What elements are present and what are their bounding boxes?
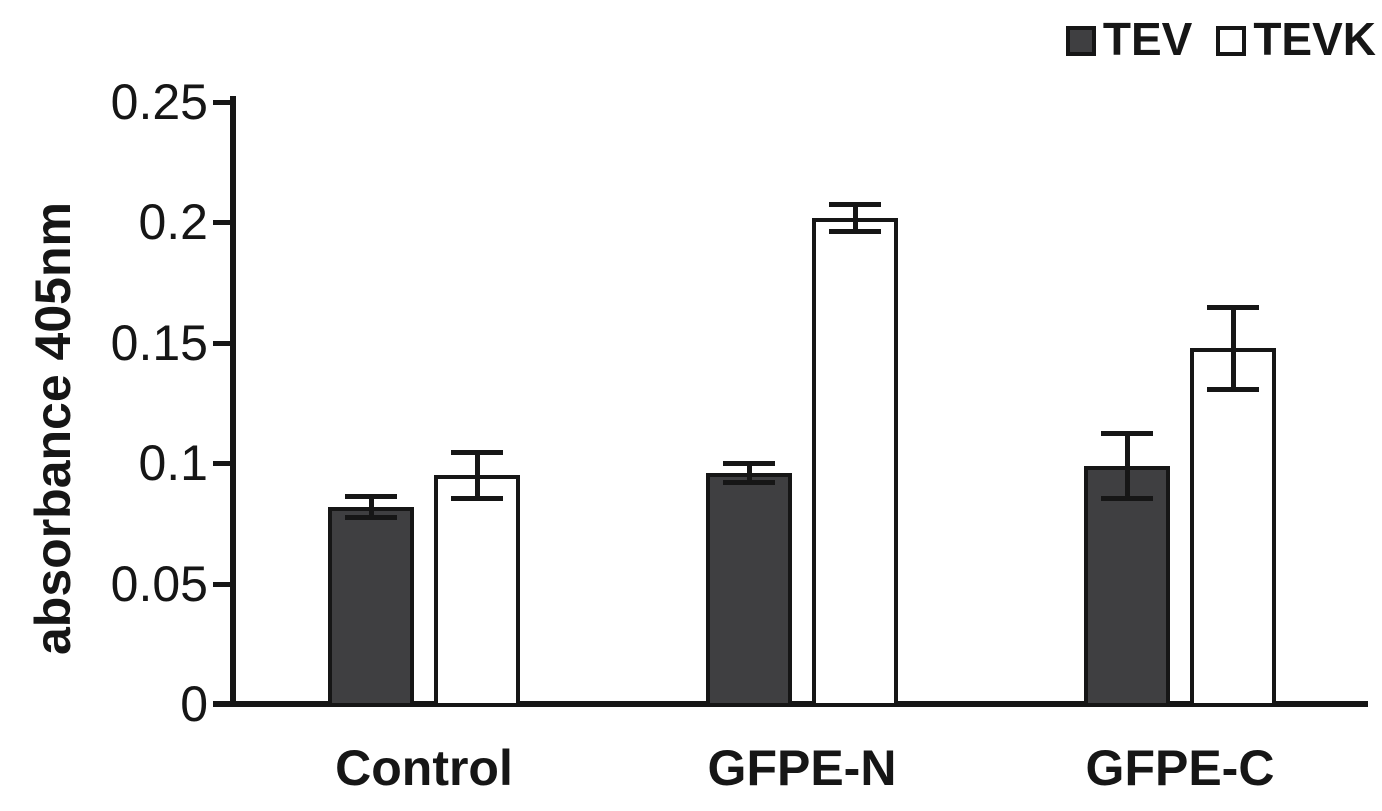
legend-item-tev: TEV	[1065, 13, 1193, 65]
bar-tevk-control	[434, 475, 520, 707]
legend-swatch-tev-icon	[1065, 26, 1096, 56]
bar-tev-gfpe-c	[1084, 465, 1170, 707]
y-tick-mark	[213, 220, 230, 226]
y-tick-mark	[213, 581, 230, 587]
legend-swatch-tevk-icon	[1216, 26, 1247, 56]
y-tick-label: 0.15	[110, 314, 208, 371]
error-bar-whisker	[475, 452, 480, 499]
error-bar-whisker	[369, 495, 374, 518]
error-bar-cap-top	[723, 461, 775, 467]
x-axis-label-control: Control	[335, 740, 513, 796]
y-tick-mark	[213, 340, 230, 346]
error-bar-cap-top	[1207, 304, 1259, 310]
y-tick-label: 0.2	[138, 194, 208, 251]
error-bar-cap-bottom	[1207, 386, 1259, 392]
error-bar-whisker	[1231, 306, 1236, 389]
bar-tev-gfpe-n	[706, 472, 792, 707]
error-bar-cap-bottom	[723, 480, 775, 486]
legend-item-tevk: TEVK	[1216, 14, 1376, 64]
bar-tevk-gfpe-c	[1190, 347, 1276, 707]
legend-label-tev: TEV	[1102, 13, 1193, 65]
y-tick-mark	[213, 461, 230, 467]
error-bar-whisker	[853, 204, 858, 231]
error-bar-cap-top	[829, 202, 881, 208]
error-bar-cap-bottom	[451, 496, 503, 502]
y-tick-label: 0.05	[110, 555, 208, 612]
x-axis-label-gfpe-n: GFPE-N	[707, 740, 897, 796]
bar-tev-control	[328, 506, 414, 707]
x-axis-label-gfpe-c: GFPE-C	[1085, 740, 1275, 796]
error-bar-cap-bottom	[345, 515, 397, 521]
error-bar-cap-top	[345, 493, 397, 499]
legend-label-tevk: TEVK	[1253, 13, 1376, 65]
y-axis-line	[230, 96, 236, 707]
error-bar-cap-bottom	[829, 228, 881, 234]
legend: TEV TEVK	[1065, 13, 1376, 65]
y-tick-mark	[213, 100, 230, 105]
error-bar-whisker	[1125, 433, 1130, 499]
error-bar-cap-bottom	[1101, 496, 1153, 502]
error-bar-cap-top	[451, 450, 503, 456]
y-tick-label: 0.1	[138, 435, 208, 492]
error-bar-cap-top	[1101, 431, 1153, 437]
error-bar-whisker	[747, 463, 752, 483]
y-tick-label: 0.25	[110, 74, 208, 130]
bar-tevk-gfpe-n	[812, 217, 898, 707]
y-tick-label: 0	[180, 676, 208, 732]
